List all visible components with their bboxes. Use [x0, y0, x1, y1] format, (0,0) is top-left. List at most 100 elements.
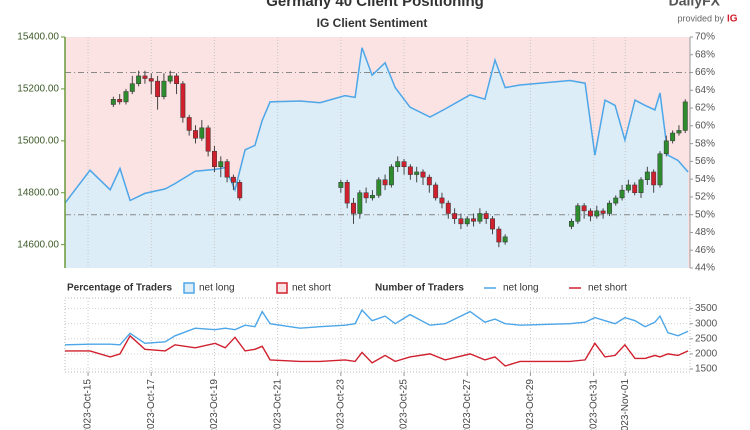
candle-body	[395, 161, 401, 168]
candle-body	[161, 80, 167, 97]
y-tick-label: 3500	[695, 303, 718, 314]
candle-body	[433, 184, 439, 199]
provider: IG	[727, 14, 738, 25]
candle-body	[212, 150, 217, 168]
y2-tick-label: 68%	[695, 49, 715, 60]
y2-tick-label: 56%	[695, 156, 715, 167]
y-tick-label: 15400.00	[17, 32, 59, 43]
y2-tick-label: 62%	[695, 103, 715, 114]
candle-body	[625, 184, 631, 191]
candle-body	[445, 202, 451, 214]
x-tick-label: 2023-Oct-23	[335, 379, 346, 430]
y-tick-label: 2500	[695, 333, 718, 344]
y-tick-label: 3000	[695, 318, 718, 329]
x-tick-label: 2023-Oct-29	[525, 379, 536, 430]
candle-body	[388, 166, 394, 186]
y2-tick-label: 44%	[695, 263, 715, 274]
candle-body	[464, 218, 470, 225]
candle-body	[117, 99, 123, 103]
x-tick-label: 2023-Oct-25	[399, 379, 410, 430]
y-tick-label: 14800.00	[17, 187, 59, 198]
candle-body	[110, 99, 116, 105]
brand: DailyFX	[669, 0, 721, 9]
candle-body	[230, 176, 236, 183]
net-long-area	[65, 47, 689, 269]
candle-body	[638, 179, 644, 193]
y-tick-label: 14600.00	[17, 239, 59, 250]
candle-body	[619, 189, 625, 199]
candle-body	[600, 210, 606, 214]
candle-body	[351, 202, 356, 214]
candle-body	[670, 132, 676, 142]
legend-title: Number of Traders	[375, 283, 464, 294]
legend-entry: net long	[199, 283, 235, 294]
candle-body	[224, 161, 230, 178]
candle-body	[588, 210, 593, 217]
y2-tick-label: 64%	[695, 85, 715, 96]
candle-body	[581, 205, 587, 212]
y2-tick-label: 70%	[695, 32, 715, 43]
y2-tick-label: 58%	[695, 138, 715, 149]
x-tick-label: 2023-Oct-31	[588, 379, 599, 430]
candle-body	[420, 171, 426, 178]
candle-body	[123, 91, 129, 103]
x-tick-label: 2023-Oct-17	[146, 379, 157, 430]
x-tick-label: 2023-Oct-19	[209, 379, 220, 430]
candle-body	[651, 171, 657, 186]
legend-entry: net short	[588, 283, 627, 294]
candle-body	[205, 127, 211, 152]
y2-tick-label: 54%	[695, 174, 715, 185]
y2-tick-label: 52%	[695, 192, 715, 203]
candle-body	[569, 221, 574, 227]
x-tick-label: 2023-Oct-15	[83, 379, 94, 430]
candle-body	[407, 166, 413, 175]
series-line	[64, 308, 689, 346]
candle-body	[471, 218, 477, 222]
candle-body	[174, 75, 179, 84]
legend-swatch	[183, 282, 195, 294]
candle-body	[136, 75, 142, 84]
candle-body	[338, 182, 344, 188]
x-tick-label: 2023-Nov-01	[620, 379, 631, 430]
candle-body	[357, 192, 363, 214]
candle-body	[676, 130, 682, 134]
candle-body	[344, 182, 350, 204]
y2-tick-label: 66%	[695, 67, 715, 78]
candle-body	[129, 83, 135, 92]
candle-body	[483, 213, 489, 219]
candle-body	[218, 161, 224, 168]
panel-frame	[64, 297, 691, 373]
net-long-line	[64, 47, 689, 204]
candle-body	[496, 228, 502, 243]
candle-body	[490, 218, 495, 230]
candle-body	[180, 83, 186, 118]
candle-body	[613, 197, 619, 204]
candle-body	[606, 202, 612, 214]
candle-body	[369, 195, 375, 199]
candle-body	[657, 153, 663, 186]
candle-body	[439, 197, 445, 204]
y2-tick-label: 60%	[695, 120, 715, 131]
candle-body	[663, 140, 669, 155]
candle-body	[575, 205, 581, 222]
page-title: Germany 40 Client Positioning	[266, 0, 484, 10]
candle-body	[382, 179, 388, 186]
provider-text: provided by	[677, 13, 724, 23]
candle-body	[167, 75, 173, 82]
candle-body	[376, 179, 382, 196]
candle-body	[594, 210, 600, 217]
legend-swatch	[276, 282, 288, 294]
y-tick-label: 2000	[695, 349, 718, 360]
candle-body	[186, 117, 192, 131]
x-tick-label: 2023-Oct-21	[272, 379, 283, 430]
candle-body	[148, 78, 154, 82]
candle-body	[193, 130, 198, 139]
legend-title: Percentage of Traders	[67, 283, 172, 294]
candle-body	[414, 171, 420, 175]
subtitle: IG Client Sentiment	[317, 16, 428, 30]
candle-body	[644, 171, 650, 181]
candle-body	[477, 213, 483, 222]
candle-body	[452, 213, 458, 219]
candle-body	[142, 75, 148, 79]
